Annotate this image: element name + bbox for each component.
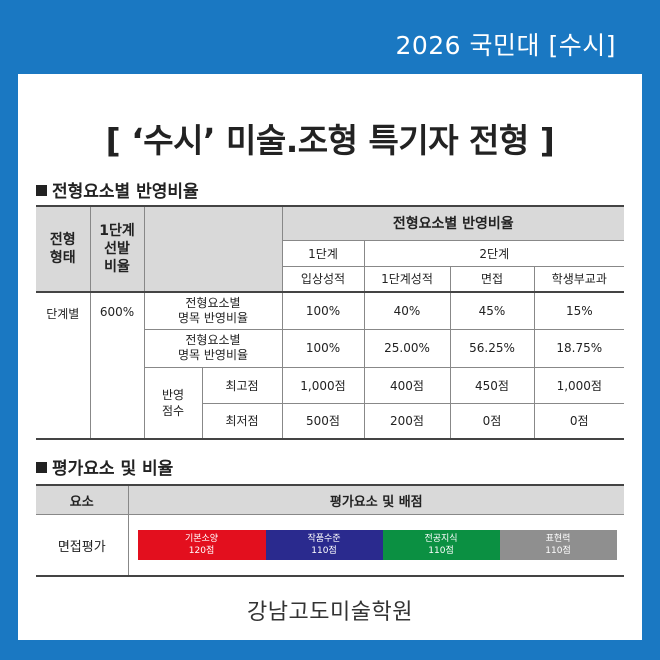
score-segment: 전공지식 110점 <box>382 530 500 560</box>
table-cell: 0점 <box>533 403 625 440</box>
table-cell: 56.25% <box>449 329 534 368</box>
type-value: 단계별 <box>36 292 90 440</box>
score-segment-points: 110점 <box>545 546 571 556</box>
table-cell: 0점 <box>449 403 534 440</box>
table-cell: 200점 <box>363 403 450 440</box>
academy-name: 강남고도미술학원 <box>247 600 413 625</box>
row-label: 면접평가 <box>36 514 128 577</box>
table-cell: 18.75% <box>533 329 625 368</box>
ratio-table: 전형 형태 1단계 선발 비율 전형요소별 반영비율 1단계 2단계 입상성적 … <box>36 205 625 440</box>
score-row-label: 최고점 <box>201 367 282 404</box>
score-row-label: 최저점 <box>201 403 282 440</box>
blank-header <box>143 205 282 293</box>
evaluation-table: 요소 평가요소 및 배점 면접평가 기본소양 120점 작품수준 110점 전공지식 11… <box>36 484 624 577</box>
score-bar: 기본소양 120점 작품수준 110점 전공지식 110점 표현력 110점 <box>137 530 660 560</box>
header-banner: 2026 국민대 [수시] <box>0 0 660 74</box>
col-eval-header: 평가요소 및 배점 <box>127 484 624 515</box>
section-heading-1: 전형요소별 반영비율 <box>36 177 199 202</box>
square-bullet-icon <box>36 462 47 473</box>
section-heading-2: 평가요소 및 비율 <box>36 454 173 479</box>
row-label: 전형요소별 명목 반영비율 <box>143 329 282 368</box>
score-bar-cell: 기본소양 120점 작품수준 110점 전공지식 110점 표현력 110점 <box>127 514 624 577</box>
score-segment: 표현력 110점 <box>499 530 617 560</box>
table-cell: 40% <box>363 292 450 330</box>
table-cell: 25.00% <box>363 329 450 368</box>
table-cell: 45% <box>449 292 534 330</box>
score-segment-name: 기본소양 <box>184 534 219 544</box>
table-cell: 1,000점 <box>281 367 364 404</box>
group-header: 전형요소별 반영비율 <box>281 205 625 241</box>
col-element-header: 요소 <box>36 484 128 515</box>
score-segment-points: 110점 <box>428 546 454 556</box>
section-heading-1-label: 전형요소별 반영비율 <box>52 182 199 202</box>
header-title: 2026 국민대 [수시] <box>395 31 616 60</box>
content-card: [ ‘수시’ 미술.조형 특기자 전형 ] 전형요소별 반영비율 전형 형태 1… <box>18 74 642 640</box>
col-stage1-header: 1단계 선발 비율 <box>89 205 144 293</box>
stage1-header: 1단계 <box>281 240 364 267</box>
stage2-header: 2단계 <box>363 240 625 267</box>
square-bullet-icon <box>36 185 47 196</box>
score-segment-points: 110점 <box>311 546 337 556</box>
section-heading-2-label: 평가요소 및 비율 <box>52 459 174 479</box>
score-segment-name: 전공지식 <box>424 534 458 544</box>
element-header: 면접 <box>449 266 534 293</box>
stage1-ratio: 600% <box>89 292 144 440</box>
col-type-header: 전형 형태 <box>36 205 90 293</box>
table-cell: 1,000점 <box>533 367 625 404</box>
table-cell: 15% <box>533 292 625 330</box>
score-segment-name: 작품수준 <box>307 534 341 544</box>
score-label: 반영 점수 <box>143 367 202 440</box>
table-cell: 500점 <box>281 403 364 440</box>
page-title: [ ‘수시’ 미술.조형 특기자 전형 ] <box>105 121 555 160</box>
score-segment: 기본소양 120점 <box>137 530 266 560</box>
element-header: 1단계성적 <box>363 266 450 293</box>
row-label: 전형요소별 명목 반영비율 <box>143 292 282 330</box>
table-cell: 100% <box>281 292 364 330</box>
score-segment-name: 표현력 <box>545 534 571 544</box>
table-cell: 450점 <box>449 367 534 404</box>
table-cell: 400점 <box>363 367 450 404</box>
element-header: 입상성적 <box>281 266 364 293</box>
score-segment: 작품수준 110점 <box>265 530 383 560</box>
score-segment-points: 120점 <box>188 546 215 556</box>
element-header: 학생부교과 <box>533 266 625 293</box>
table-cell: 100% <box>281 329 364 368</box>
